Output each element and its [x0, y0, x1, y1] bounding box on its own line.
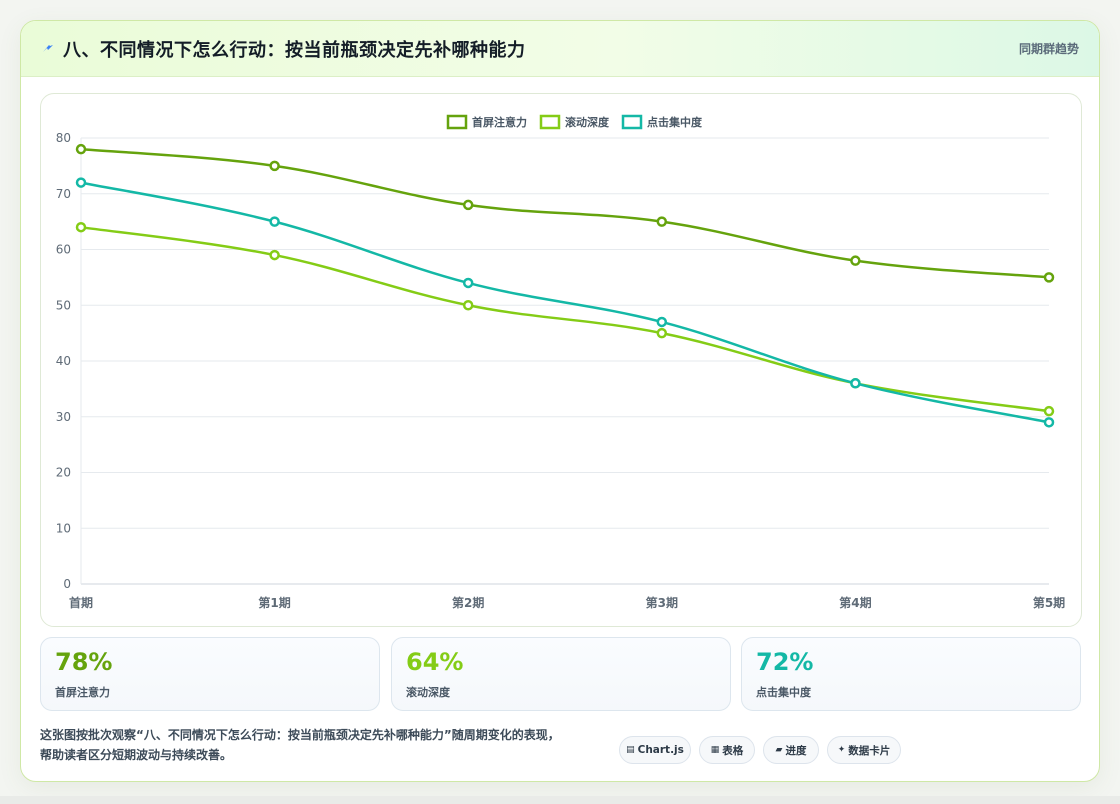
pill-progress[interactable]: ▰ 进度	[763, 736, 819, 764]
chart-icon: ▤	[626, 745, 635, 755]
series-line	[80, 147, 1050, 279]
data-point	[75, 143, 87, 155]
y-tick-label: 30	[56, 410, 71, 424]
pill-label: 进度	[785, 744, 807, 757]
pill-label: 数据卡片	[848, 744, 891, 757]
legend-swatch	[446, 114, 468, 130]
stat-value: 64%	[406, 648, 464, 676]
sparkle-icon: ✦	[837, 745, 846, 755]
y-tick-label: 70	[56, 187, 71, 201]
legend-label: 首屏注意力	[472, 115, 527, 129]
stat-value: 78%	[55, 648, 113, 676]
pill-chartjs[interactable]: ▤ Chart.js	[619, 736, 691, 764]
data-point	[1043, 405, 1055, 417]
legend-swatch	[539, 114, 561, 130]
y-tick-label: 40	[56, 354, 71, 368]
x-tick-label: 第5期	[1033, 595, 1065, 610]
page-title: 八、不同情况下怎么行动：按当前瓶颈决定先补哪种能力	[63, 40, 526, 61]
y-tick-label: 80	[56, 131, 71, 145]
data-point	[269, 216, 280, 227]
data-point	[1043, 417, 1055, 428]
y-tick-label: 50	[56, 298, 71, 312]
progress-icon: ▰	[775, 745, 783, 755]
x-tick-label: 第1期	[258, 595, 290, 610]
legend-label: 点击集中度	[647, 115, 703, 129]
card-header: 八、不同情况下怎么行动：按当前瓶颈决定先补哪种能力 同期群趋势	[21, 21, 1099, 77]
description-line: 这张图按批次观察“八、不同情况下怎么行动：按当前瓶颈决定先补哪种能力”随周期变化…	[40, 728, 560, 742]
data-point	[1043, 272, 1055, 283]
bottom-divider	[0, 796, 1120, 804]
data-point	[850, 255, 861, 266]
y-tick-label: 60	[56, 243, 71, 257]
stat-card-scroll-depth: 64% 滚动深度	[391, 637, 731, 711]
line-chart: 0 10 20 30 40 50 60 70 80 首期 第1期 第2期 第3期 第4期 第5期 首屏注意力 滚…	[56, 114, 1065, 610]
y-tick-label: 0	[63, 577, 71, 591]
description-line: 帮助读者区分短期波动与持续改善。	[40, 748, 233, 762]
data-point	[656, 327, 668, 339]
legend-swatch	[621, 114, 643, 130]
data-point	[656, 316, 668, 328]
trend-label: 同期群趋势	[1018, 42, 1079, 56]
stat-label: 滚动深度	[406, 686, 450, 699]
x-tick-label: 第4期	[839, 595, 871, 610]
pill-data-card[interactable]: ✦ 数据卡片	[827, 736, 901, 764]
data-point	[269, 249, 280, 261]
series-line	[80, 181, 1050, 424]
data-point	[75, 177, 87, 188]
stat-card-first-screen: 78% 首屏注意力	[40, 637, 380, 711]
pill-label: 表格	[722, 744, 744, 757]
data-point	[462, 300, 474, 311]
y-tick-label: 10	[56, 521, 71, 535]
x-tick-label: 第2期	[452, 595, 484, 610]
legend-label: 滚动深度	[565, 115, 610, 129]
data-point	[656, 216, 668, 227]
stat-card-click-focus: 72% 点击集中度	[741, 637, 1081, 711]
data-point	[462, 199, 474, 211]
stat-value: 72%	[756, 648, 814, 676]
y-tick-label: 20	[56, 466, 71, 480]
chart-description: 这张图按批次观察“八、不同情况下怎么行动：按当前瓶颈决定先补哪种能力”随周期变化…	[40, 725, 610, 765]
data-point	[850, 378, 861, 389]
table-icon: ▦	[710, 745, 720, 755]
chart-area: 0 10 20 30 40 50 60 70 80 首期 第1期 第2期 第3期 第4期 第5期 首屏注意力 滚…	[40, 93, 1082, 627]
pill-table[interactable]: ▦ 表格	[699, 736, 755, 764]
x-tick-label: 首期	[69, 595, 93, 610]
stat-label: 首屏注意力	[55, 686, 110, 699]
data-point	[75, 221, 87, 233]
pill-label: Chart.js	[637, 744, 684, 756]
x-tick-label: 第3期	[646, 595, 678, 610]
chart-card: 八、不同情况下怎么行动：按当前瓶颈决定先补哪种能力 同期群趋势 0 10 20 30 4…	[20, 20, 1100, 782]
stat-label: 点击集中度	[756, 686, 811, 699]
series-line	[80, 225, 1050, 413]
data-point	[462, 277, 474, 289]
data-point	[269, 160, 280, 172]
lightning-icon	[43, 45, 53, 52]
